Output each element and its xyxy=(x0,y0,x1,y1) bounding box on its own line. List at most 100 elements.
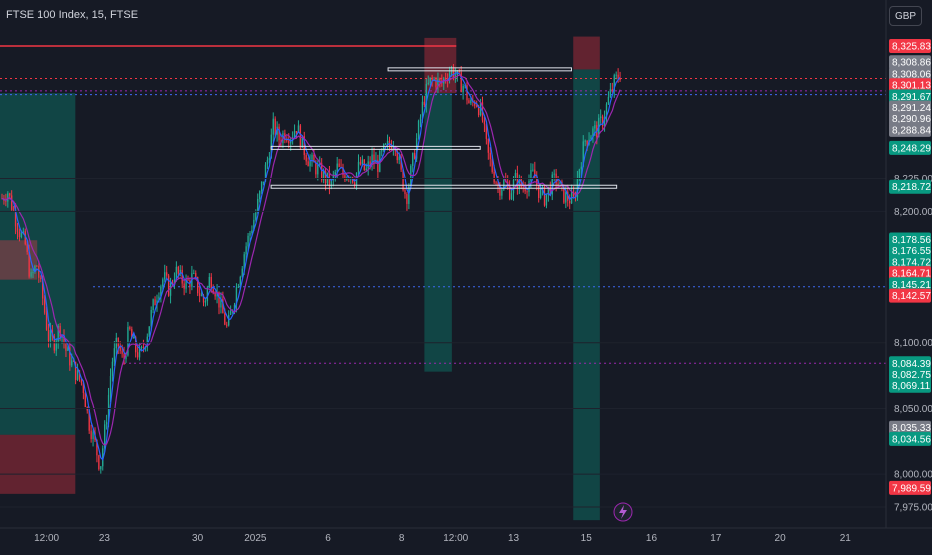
candle-body xyxy=(371,154,373,165)
candle-body xyxy=(578,169,581,178)
x-tick-label: 30 xyxy=(192,533,204,544)
candle-body xyxy=(429,77,431,83)
moving-average-line xyxy=(1,74,621,446)
price-badge-label: 8,082.75 xyxy=(892,370,931,381)
candle-body xyxy=(303,136,305,155)
candle-body xyxy=(384,143,387,145)
price-badge: 8,291.67 xyxy=(889,89,931,104)
price-badge-bg xyxy=(889,367,931,382)
candle-body xyxy=(512,180,515,194)
candle-body xyxy=(241,268,243,277)
candle-body xyxy=(485,124,488,139)
candle-body xyxy=(404,190,406,194)
candle-body xyxy=(524,187,526,192)
candle-body xyxy=(319,163,321,166)
candle-body xyxy=(71,360,73,366)
candle-body xyxy=(601,116,604,127)
currency-button[interactable]: GBP xyxy=(889,6,922,26)
candle-body xyxy=(55,341,57,351)
candle-body xyxy=(226,324,228,326)
candle-body xyxy=(462,85,464,93)
candle-body xyxy=(365,168,367,171)
candle-body xyxy=(272,118,274,135)
candle-body xyxy=(195,273,197,278)
time-axis: 12:00 23 30 2025 6 8 12:00 13 15 16 17 20 21 xyxy=(0,527,932,544)
candle-body xyxy=(516,173,519,188)
candle-body xyxy=(164,272,166,280)
price-badge-label: 8,176.55 xyxy=(892,246,931,257)
target-zone xyxy=(0,93,76,435)
candle-body xyxy=(559,181,561,185)
candle-body xyxy=(460,72,462,93)
candle-body xyxy=(408,186,410,204)
candle-body xyxy=(491,159,493,172)
x-tick-label: 12:00 xyxy=(443,533,468,544)
candle-body xyxy=(584,140,586,142)
candle-body xyxy=(177,266,179,274)
candle-body xyxy=(202,295,205,303)
candle-body xyxy=(381,150,383,152)
drawn-trendlines xyxy=(270,67,618,189)
price-badge-label: 8,034.56 xyxy=(892,434,931,445)
candle-body xyxy=(305,154,307,162)
candle-body xyxy=(421,101,424,118)
candle-body xyxy=(12,209,15,211)
price-badge-label: 8,290.96 xyxy=(892,114,931,125)
candle-body xyxy=(104,424,106,449)
candle-body xyxy=(286,140,288,142)
candle-body xyxy=(474,102,476,106)
candle-body xyxy=(175,266,178,280)
candle-body xyxy=(609,89,612,97)
candle-body xyxy=(7,193,9,202)
price-badge-label: 8,325.83 xyxy=(892,42,931,53)
replay-button[interactable] xyxy=(613,502,633,522)
candle-body xyxy=(53,336,55,351)
candle-body xyxy=(90,430,92,440)
price-badge-bg xyxy=(889,288,931,303)
candle-body xyxy=(74,361,77,380)
y-tick-label: 8,050.00 xyxy=(894,404,932,415)
y-tick-label: 8,000.00 xyxy=(894,470,932,481)
price-badge-bg xyxy=(889,480,931,495)
candle-body xyxy=(214,293,216,297)
price-badge-label: 8,291.24 xyxy=(892,103,931,114)
candle-body xyxy=(563,185,565,203)
candle-body xyxy=(121,350,123,354)
candle-body xyxy=(406,193,408,204)
candle-body xyxy=(373,154,375,164)
candle-body xyxy=(541,186,544,189)
candle-body xyxy=(410,165,412,187)
candle-body xyxy=(338,163,340,167)
price-badge-bg xyxy=(889,89,931,104)
candle-body xyxy=(543,186,546,206)
candle-body xyxy=(59,325,61,337)
candle-body xyxy=(332,175,334,180)
candle-body xyxy=(352,177,354,183)
price-badge-bg xyxy=(889,39,931,53)
candle-body xyxy=(454,75,457,78)
price-badge: 8,325.83 xyxy=(889,39,931,53)
candle-body xyxy=(100,466,102,470)
candle-body xyxy=(483,120,486,125)
candle-body xyxy=(16,226,19,232)
candle-body xyxy=(76,370,79,380)
candle-body xyxy=(65,343,67,351)
candle-body xyxy=(334,172,336,176)
candle-body xyxy=(299,125,302,148)
candle-body xyxy=(510,193,513,200)
candle-body xyxy=(326,172,329,184)
candle-body xyxy=(470,100,472,104)
candle-body xyxy=(233,304,236,311)
price-badge-bg xyxy=(889,111,931,126)
candle-body xyxy=(105,421,108,425)
candle-body xyxy=(133,337,135,339)
price-badge-bg xyxy=(889,140,931,155)
candle-body xyxy=(307,161,309,167)
price-badge-label: 8,178.56 xyxy=(892,235,931,246)
horizontal-ray xyxy=(270,145,481,150)
candle-body xyxy=(386,140,389,144)
x-tick-label: 13 xyxy=(508,533,520,544)
stop-zone xyxy=(573,36,600,70)
